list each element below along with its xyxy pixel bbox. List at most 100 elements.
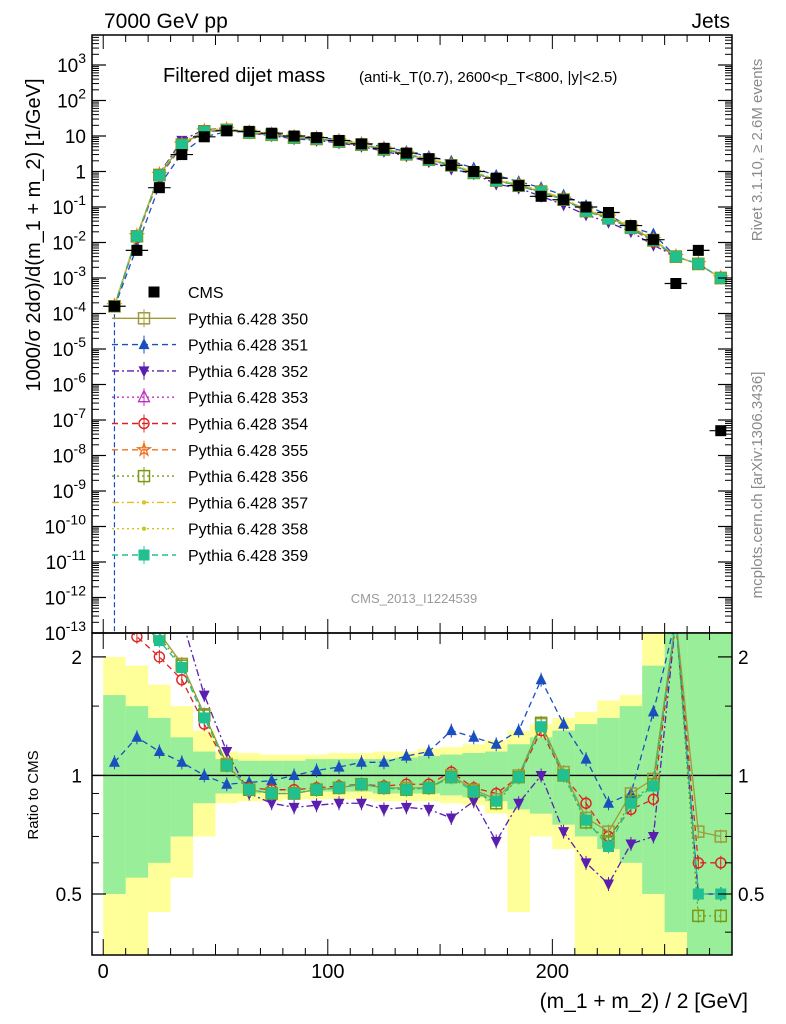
- ratio-point-s2-2: [153, 651, 166, 663]
- ratio-marks: [108, 633, 728, 923]
- ratio-point-s0-0: [108, 755, 120, 767]
- plot-title-detail: (anti-k_T(0.7), 2600<p_T<800, |y|<2.5): [359, 69, 617, 86]
- main-ytick-label: 10-2: [52, 228, 86, 255]
- ratio-point-s5-18: [513, 771, 525, 783]
- ratio-point-s1-17: [490, 836, 502, 848]
- ratio-point-s1-9: [311, 800, 323, 812]
- x-tick-label: 0: [98, 961, 109, 983]
- ratio-point-s1-23: [625, 839, 637, 851]
- main-ytick-label: 102: [57, 86, 86, 113]
- ratio-point-s1-5: [221, 747, 233, 759]
- main-point-s10-1: [131, 230, 143, 242]
- main-ytick-label: 10-1: [52, 192, 86, 219]
- main-point-s10-22: [602, 213, 614, 225]
- ratio-point-s5-10: [333, 782, 345, 794]
- cms-point-6: [243, 125, 255, 137]
- legend-label-8: Pythia 6.428 357: [188, 495, 308, 512]
- ratio-point-s5-15: [445, 771, 457, 783]
- legend-marker-4: [137, 389, 151, 403]
- ratio-point-s0-4: [198, 768, 210, 780]
- main-panel: 10-1310-1210-1110-1010-910-810-710-610-5…: [45, 34, 733, 645]
- legend-marker-7: [137, 469, 151, 483]
- main-ylabel: 1000/σ 2dσ)/d(m_1 + m_2) [1/GeV]: [23, 78, 45, 391]
- ratio-point-s1-8: [288, 802, 300, 814]
- cms-point-23: [625, 220, 637, 232]
- legend-marker-10: [138, 549, 150, 561]
- main-ytick-label: 10-13: [45, 618, 87, 645]
- band-inner-23: [619, 706, 643, 863]
- cms-point-0: [108, 300, 120, 312]
- rivet-version: Rivet 3.1.10, ≥ 2.6M events: [749, 59, 766, 242]
- x-tick-label: 100: [311, 961, 344, 983]
- cms-point-4: [198, 131, 210, 143]
- main-frame: [91, 34, 733, 634]
- ratio-point-s4-26: [692, 909, 705, 923]
- main-line-6: [113, 128, 722, 307]
- legend-label-10: Pythia 6.428 359: [188, 548, 308, 565]
- band-inner-0: [103, 695, 126, 894]
- ratio-point-s0-12: [378, 755, 390, 767]
- ratio-axes: 0.5 0.5 1 1 2 2 0 100 200: [56, 633, 764, 983]
- legend-label-2: Pythia 6.428 351: [188, 338, 308, 355]
- ratio-point-s5-24: [647, 780, 659, 792]
- ratio-point-s0-1: [131, 730, 143, 742]
- main-ytick-label: 10-9: [52, 476, 86, 503]
- band-inner-27: [709, 633, 732, 955]
- ratio-point-s0-7: [266, 774, 278, 786]
- band-inner-3: [170, 737, 194, 837]
- ratio-ytick-label-r: 1: [738, 766, 749, 787]
- ratio-panel: 0.5 0.5 1 1 2 2 0 100 200: [56, 632, 764, 983]
- ratio-point-s0-15: [445, 724, 457, 736]
- cms-point-27: [715, 425, 727, 437]
- legend-label-0: CMS: [188, 285, 224, 302]
- legend-marker-0: [148, 286, 160, 298]
- ratio-point-s2-1: [131, 633, 143, 643]
- ratio-point-s0-3: [176, 755, 188, 767]
- ratio-point-s1-20: [558, 827, 570, 839]
- cms-point-10: [333, 134, 345, 146]
- cms-point-26: [692, 244, 704, 256]
- cms-point-14: [423, 153, 435, 165]
- ratio-line-2: [131, 633, 721, 864]
- main-ytick-label: 10-4: [52, 299, 86, 326]
- plot-title-main: Filtered dijet mass: [163, 65, 325, 87]
- ratio-point-s5-19: [535, 721, 547, 733]
- ratio-point-s1-7: [266, 798, 278, 810]
- ratio-point-s5-7: [266, 787, 278, 799]
- ratio-point-s5-26: [692, 888, 704, 900]
- ratio-point-s5-8: [288, 787, 300, 799]
- ratio-point-s5-5: [221, 759, 233, 771]
- ratio-ytick-label: 1: [71, 766, 82, 787]
- ratio-line-3: [158, 633, 721, 838]
- ratio-point-s0-14: [423, 745, 435, 757]
- ratio-point-s1-21: [580, 858, 592, 870]
- legend-label-5: Pythia 6.428 354: [188, 417, 308, 434]
- ratio-point-s0-8: [288, 768, 300, 780]
- main-line-2: [113, 130, 722, 308]
- main-ytick-label: 10-6: [52, 370, 86, 397]
- main-line-9: [113, 127, 722, 306]
- ratio-line-4: [153, 633, 721, 917]
- ratio-point-s5-16: [468, 786, 480, 798]
- main-marks: [103, 120, 732, 633]
- cms-point-9: [311, 132, 323, 144]
- ratio-point-s0-16: [468, 730, 480, 742]
- category-label: Jets: [691, 10, 730, 33]
- ratio-point-s5-17: [490, 795, 502, 807]
- cms-point-8: [288, 130, 300, 142]
- legend-marker-2: [138, 338, 150, 350]
- main-point-s10-3: [176, 139, 188, 151]
- ratio-point-s1-14: [423, 804, 435, 816]
- main-ytick-label: 10-11: [46, 547, 87, 574]
- main-line-3: [113, 128, 722, 307]
- ratio-point-s5-21: [580, 814, 592, 826]
- main-point-s10-2: [153, 170, 165, 182]
- cms-point-5: [221, 125, 233, 137]
- ratio-ylabel: Ratio to CMS: [25, 750, 42, 839]
- legend-label-6: Pythia 6.428 355: [188, 443, 308, 460]
- ratio-point-s1-18: [513, 798, 525, 810]
- main-ytick-label: 103: [57, 50, 86, 77]
- ratio-point-s5-13: [400, 784, 412, 796]
- x-axis-label: (m_1 + m_2) / 2 [GeV]: [540, 990, 748, 1013]
